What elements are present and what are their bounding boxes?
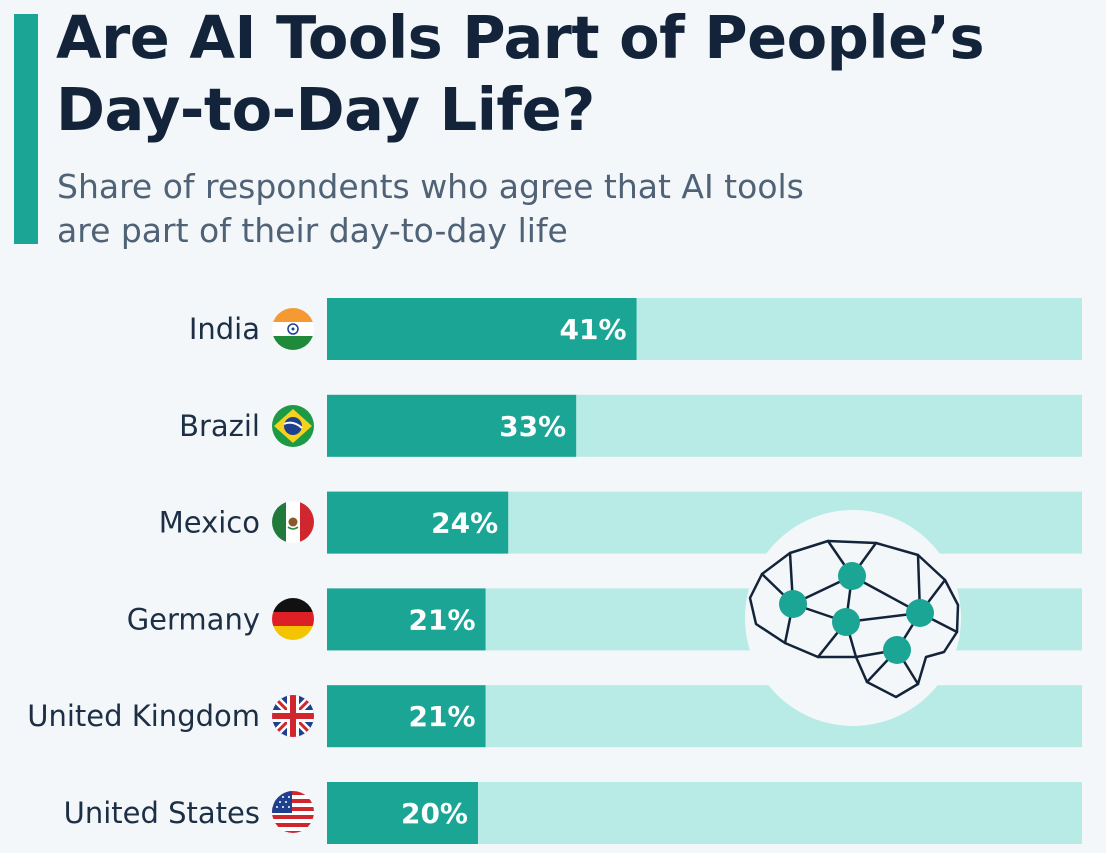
- category-label: Mexico: [159, 506, 260, 540]
- flag-brazil-icon: [272, 405, 314, 447]
- bar: [327, 491, 509, 554]
- bar-tracks: [327, 298, 1082, 844]
- bar: [327, 298, 637, 360]
- category-labels: India Brazil Mexico Germany United Kingdom Un…: [27, 312, 260, 830]
- bar: [327, 588, 486, 651]
- category-label: India: [189, 312, 260, 346]
- value-labels: 41% 33% 24% 21% 21% 20%: [401, 313, 627, 830]
- chart-title: Are AI Tools Part of People’s Day-to-Day…: [56, 3, 985, 144]
- category-label: Germany: [127, 602, 260, 636]
- bar: [327, 782, 478, 844]
- chart-subtitle: Share of respondents who agree that AI t…: [57, 167, 804, 250]
- flag-germany-icon: [272, 598, 314, 640]
- brain-network-icon: [745, 510, 961, 726]
- value-label: 24%: [431, 507, 498, 540]
- bar: [327, 685, 486, 748]
- value-label: 41%: [560, 313, 627, 346]
- flag-uk-icon: [272, 695, 314, 737]
- value-label: 21%: [409, 603, 476, 636]
- value-label: 20%: [401, 797, 468, 830]
- flag-us-icon: [272, 791, 314, 833]
- category-label: United Kingdom: [27, 699, 260, 733]
- value-label: 33%: [499, 410, 566, 443]
- flag-mexico-icon: [272, 501, 314, 543]
- category-label: United States: [64, 796, 260, 830]
- flag-india-icon: [272, 308, 314, 350]
- value-label: 21%: [409, 700, 476, 733]
- category-label: Brazil: [179, 409, 260, 443]
- bars: [327, 298, 637, 844]
- bar: [327, 394, 577, 457]
- title-accent-bar: [14, 14, 38, 244]
